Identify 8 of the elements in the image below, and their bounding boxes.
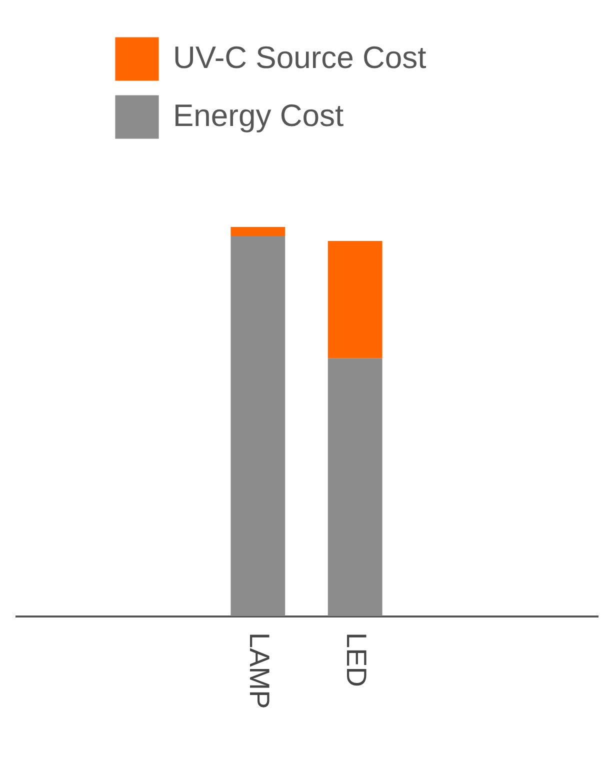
x-tick-label: LED	[341, 632, 372, 687]
legend-label: UV-C Source Cost	[173, 40, 427, 75]
bar	[328, 241, 382, 358]
legend-label: Energy Cost	[173, 98, 344, 133]
bar	[230, 236, 286, 616]
x-tick-label: LAMP	[244, 632, 275, 709]
bar	[230, 227, 286, 236]
bar	[328, 358, 382, 616]
